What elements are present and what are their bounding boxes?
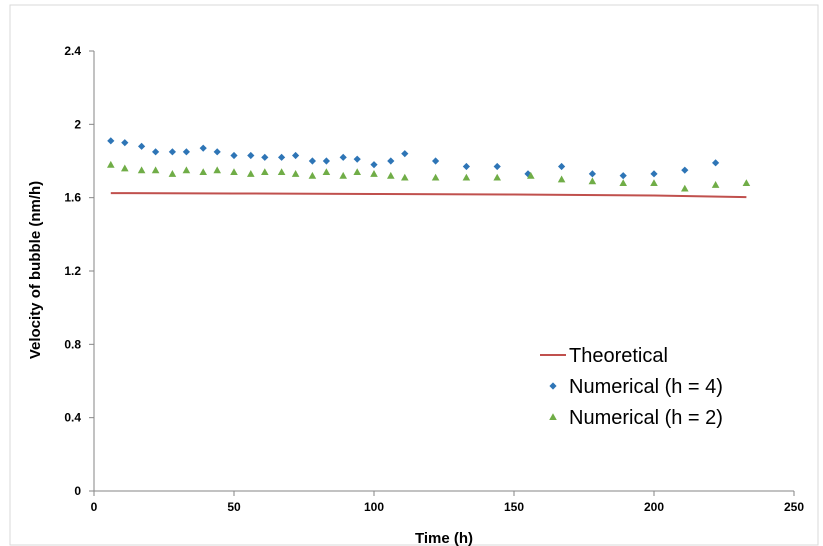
data-point-triangle bbox=[431, 173, 440, 181]
data-point-diamond bbox=[230, 151, 238, 160]
legend-label: Numerical (h = 2) bbox=[569, 407, 723, 429]
series-1 bbox=[107, 137, 720, 180]
y-tick-label: 1.6 bbox=[64, 191, 81, 205]
data-point-triangle bbox=[619, 179, 627, 187]
x-tick-label: 150 bbox=[504, 500, 524, 514]
y-tick-label: 0.8 bbox=[64, 337, 81, 351]
x-tick-label: 250 bbox=[784, 500, 804, 514]
data-point-triangle bbox=[291, 170, 300, 177]
data-point-diamond bbox=[278, 153, 286, 161]
data-point-triangle bbox=[199, 168, 207, 176]
theoretical-line bbox=[110, 192, 747, 199]
data-point-diamond bbox=[558, 162, 566, 171]
data-point-triangle bbox=[107, 160, 115, 168]
x-tick-label: 100 bbox=[364, 500, 384, 514]
legend-swatch-diamond bbox=[549, 382, 557, 390]
series-layer bbox=[107, 137, 751, 199]
data-point-triangle bbox=[151, 166, 160, 174]
legend-label: Numerical (h = 4) bbox=[569, 376, 723, 398]
data-point-diamond bbox=[387, 157, 395, 165]
data-point-diamond bbox=[462, 162, 470, 171]
data-point-triangle bbox=[182, 166, 191, 174]
x-axis-ticks: 0 50 100 150 200 250 bbox=[91, 491, 804, 514]
data-point-triangle bbox=[213, 166, 221, 174]
data-point-triangle bbox=[370, 170, 378, 177]
data-point-diamond bbox=[107, 137, 115, 145]
x-tick-label: 200 bbox=[644, 500, 664, 514]
legend-swatch-triangle bbox=[549, 413, 557, 421]
x-tick-label: 0 bbox=[91, 500, 98, 514]
data-point-triangle bbox=[401, 173, 409, 181]
data-point-diamond bbox=[432, 157, 440, 165]
y-tick-label: 0 bbox=[74, 484, 81, 498]
data-point-diamond bbox=[182, 148, 190, 156]
data-point-diamond bbox=[493, 162, 501, 171]
data-point-diamond bbox=[650, 170, 658, 178]
data-point-triangle bbox=[681, 184, 689, 192]
data-point-diamond bbox=[168, 148, 176, 156]
data-point-triangle bbox=[387, 171, 395, 179]
data-point-triangle bbox=[650, 179, 658, 187]
data-point-diamond bbox=[588, 170, 596, 178]
data-point-triangle bbox=[557, 175, 566, 183]
y-axis-ticks: 0 0.4 0.8 1.2 1.6 2 2.4 bbox=[64, 44, 94, 498]
data-point-diamond bbox=[199, 144, 207, 152]
data-point-triangle bbox=[168, 170, 177, 177]
data-point-diamond bbox=[213, 148, 221, 156]
data-point-triangle bbox=[230, 168, 238, 176]
data-point-diamond bbox=[308, 157, 316, 165]
data-point-triangle bbox=[322, 168, 331, 176]
y-axis-title: Velocity of bubble (nm/h) bbox=[27, 181, 44, 359]
data-point-diamond bbox=[292, 151, 300, 160]
data-point-triangle bbox=[247, 170, 255, 177]
data-point-diamond bbox=[247, 151, 255, 160]
data-point-diamond bbox=[121, 139, 129, 147]
data-point-triangle bbox=[493, 173, 501, 181]
x-tick-label: 50 bbox=[227, 500, 241, 514]
data-point-diamond bbox=[619, 172, 627, 180]
data-point-triangle bbox=[462, 173, 471, 181]
data-point-diamond bbox=[152, 148, 160, 156]
data-point-triangle bbox=[742, 179, 751, 187]
chart-frame bbox=[9, 4, 819, 546]
data-point-triangle bbox=[137, 166, 146, 174]
data-point-diamond bbox=[261, 153, 269, 161]
y-tick-label: 0.4 bbox=[64, 411, 81, 425]
data-point-triangle bbox=[261, 168, 269, 176]
y-tick-label: 2 bbox=[74, 117, 81, 131]
data-point-triangle bbox=[353, 168, 361, 176]
data-point-triangle bbox=[308, 171, 317, 179]
data-point-diamond bbox=[322, 157, 330, 165]
data-point-triangle bbox=[527, 171, 535, 179]
data-point-triangle bbox=[588, 177, 597, 185]
data-point-diamond bbox=[401, 150, 409, 158]
series-2 bbox=[107, 160, 751, 192]
data-point-triangle bbox=[711, 181, 720, 188]
data-point-triangle bbox=[121, 164, 129, 172]
y-tick-label: 2.4 bbox=[64, 44, 81, 58]
data-point-diamond bbox=[712, 159, 720, 167]
data-point-diamond bbox=[681, 166, 689, 174]
legend-label: Theoretical bbox=[569, 345, 668, 367]
series-0 bbox=[110, 192, 747, 199]
data-point-triangle bbox=[277, 168, 286, 176]
data-point-diamond bbox=[353, 155, 361, 163]
data-point-diamond bbox=[339, 153, 347, 161]
data-point-diamond bbox=[370, 161, 378, 169]
data-point-triangle bbox=[339, 171, 347, 179]
legend: Theoretical Numerical (h = 4) Numerical (h… bbox=[540, 345, 723, 429]
x-axis-title: Time (h) bbox=[415, 530, 473, 546]
data-point-diamond bbox=[138, 142, 146, 150]
y-tick-label: 1.2 bbox=[64, 264, 81, 278]
